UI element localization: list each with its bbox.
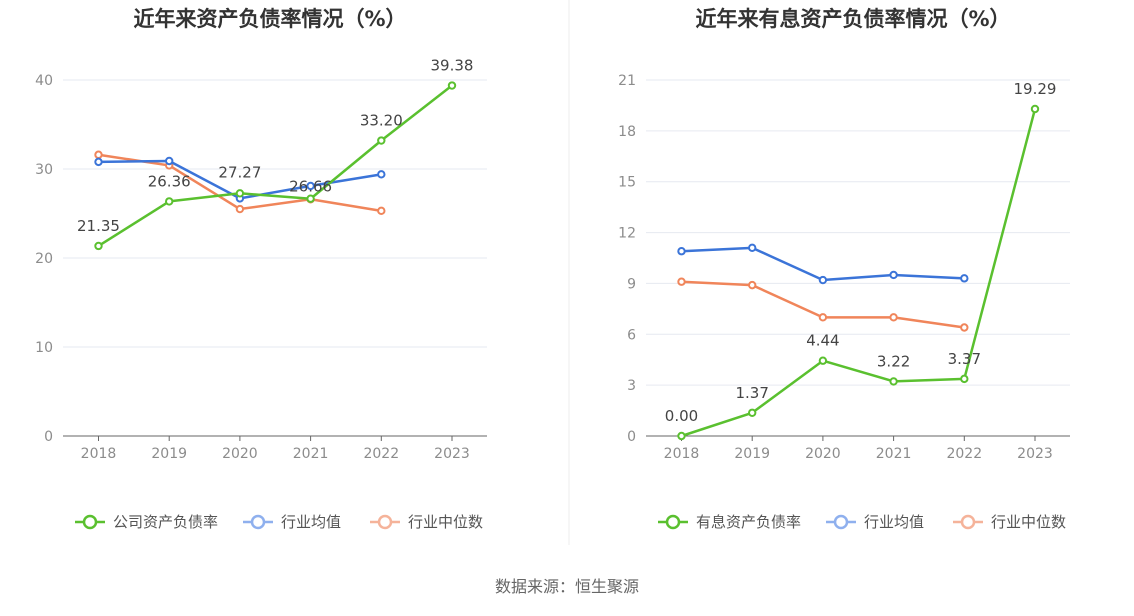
data-label: 39.38 [431,57,474,75]
y-tick-label: 21 [618,73,636,89]
data-point-median[interactable] [889,313,898,322]
y-tick-label: 0 [627,429,636,445]
chart-debt-ratio: 近年来资产负债率情况（%） 0 10 20 30 40 2018 2019 2020 2021 20… [35,7,487,531]
data-point-company[interactable] [165,197,174,206]
legend-label: 行业中位数 [991,513,1066,531]
legend-item-company[interactable]: 公司资产负债率 [75,513,218,531]
data-point-median[interactable] [235,204,245,214]
data-point-avg[interactable] [377,170,386,179]
legend-label: 有息资产负债率 [696,513,801,531]
legend-item-company[interactable]: 有息资产负债率 [658,513,801,531]
y-tick-label: 12 [618,226,636,242]
y-tick-label: 0 [44,429,53,445]
legend-label: 行业均值 [864,513,924,531]
data-point-company[interactable] [960,374,969,384]
data-label: 26.36 [148,172,191,190]
data-point-avg[interactable] [818,275,828,285]
legend-marker [82,514,98,530]
chart-title: 近年来资产负债率情况（%） [133,7,406,31]
data-source: 数据来源：恒生聚源 [495,577,639,596]
series-line-company [681,108,1037,438]
y-tick-label: 20 [35,251,53,267]
data-label: 33.20 [360,112,403,130]
data-point-avg[interactable] [94,157,103,167]
legend-label: 行业均值 [281,513,341,531]
data-point-company[interactable] [94,241,103,251]
legend-marker [833,514,849,530]
data-point-company[interactable] [818,356,828,365]
x-tick-label: 2018 [81,446,117,462]
x-tick-label: 2022 [363,446,399,462]
x-tick-label: 2020 [222,446,258,462]
data-label: 0.00 [665,407,698,425]
data-point-company[interactable] [748,408,757,417]
data-point-median[interactable] [94,150,103,159]
y-tick-label: 15 [618,175,636,191]
legend-item-median[interactable]: 行业中位数 [370,513,483,531]
data-point-company[interactable] [377,136,386,145]
data-point-avg[interactable] [306,181,315,191]
data-point-median[interactable] [818,313,828,322]
y-tick-label: 40 [35,73,53,89]
data-point-avg[interactable] [960,274,969,283]
data-point-median[interactable] [748,280,757,290]
data-point-median[interactable] [677,277,686,286]
data-label: 3.37 [948,350,981,368]
y-tick-label: 10 [35,340,53,356]
data-label: 19.29 [1014,80,1057,98]
legend-item-avg[interactable]: 行业均值 [826,513,924,531]
x-tick-label: 2021 [876,446,912,462]
y-tick-label: 3 [627,378,636,394]
x-tick-label: 2020 [805,446,841,462]
data-label: 21.35 [77,217,120,235]
data-point-company[interactable] [447,81,457,90]
data-label: 3.22 [877,352,910,370]
legend-label: 公司资产负债率 [113,513,218,531]
x-tick-label: 2018 [664,446,700,462]
data-point-company[interactable] [1030,104,1040,114]
legend-marker [377,514,393,530]
y-tick-label: 30 [35,162,53,178]
legend-marker [960,514,976,530]
data-point-company[interactable] [306,194,315,203]
series-line-company [97,84,453,248]
x-tick-label: 2023 [434,446,470,462]
chart-title: 近年来有息资产负债率情况（%） [695,7,1010,31]
x-tick-label: 2022 [946,446,982,462]
data-label: 27.27 [218,163,261,181]
data-point-avg[interactable] [889,270,898,280]
y-tick-label: 9 [627,276,636,292]
legend-item-avg[interactable]: 行业均值 [243,513,341,531]
x-tick-label: 2023 [1017,446,1053,462]
x-tick-label: 2019 [151,446,187,462]
data-point-company[interactable] [235,189,245,198]
y-tick-label: 6 [627,327,636,343]
data-point-company[interactable] [889,377,898,386]
data-label: 1.37 [735,384,768,402]
data-point-median[interactable] [960,323,969,332]
legend-marker [250,514,266,530]
legend-item-median[interactable]: 行业中位数 [953,513,1066,531]
legend-label: 行业中位数 [408,513,483,531]
legend-marker [665,514,681,530]
series-line-avg [681,246,965,282]
y-tick-label: 18 [618,124,636,140]
x-tick-label: 2019 [734,446,770,462]
chart-interest-debt-ratio: 近年来有息资产负债率情况（%） 0 3 6 9 12 15 18 21 2018 2019 2020 2… [618,7,1070,531]
data-point-avg[interactable] [677,247,686,256]
data-point-median[interactable] [377,206,386,216]
data-point-avg[interactable] [165,156,174,166]
data-point-avg[interactable] [748,243,757,253]
x-tick-label: 2021 [293,446,329,462]
data-point-company[interactable] [677,431,686,441]
data-label: 26.66 [289,178,332,196]
data-label: 4.44 [806,332,839,350]
